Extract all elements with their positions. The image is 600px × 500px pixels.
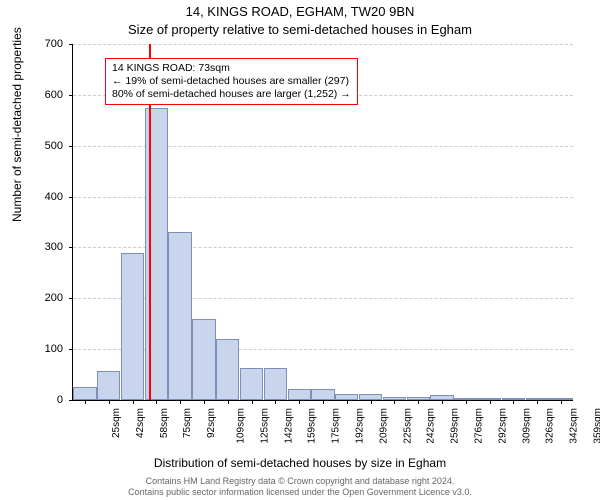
ytick-label: 200: [33, 292, 63, 304]
ytick-label: 100: [33, 343, 63, 355]
xtick-label: 75sqm: [182, 408, 193, 438]
annot-line3: 80% of semi-detached houses are larger (…: [112, 88, 351, 101]
xtick-mark: [323, 400, 324, 404]
histogram-bar: [240, 368, 263, 400]
xtick-label: 292sqm: [497, 408, 508, 444]
histogram-bar: [73, 387, 96, 400]
xtick-mark: [299, 400, 300, 404]
xtick-label: 259sqm: [450, 408, 461, 444]
annot-line2: ← 19% of semi-detached houses are smalle…: [112, 75, 351, 88]
xtick-mark: [156, 400, 157, 404]
xtick-label: 242sqm: [426, 408, 437, 444]
xtick-label: 58sqm: [159, 408, 170, 438]
xtick-label: 342sqm: [569, 408, 580, 444]
xtick-mark: [490, 400, 491, 404]
ytick-mark: [69, 247, 73, 248]
xtick-mark: [252, 400, 253, 404]
ytick-label: 700: [33, 38, 63, 50]
xtick-mark: [418, 400, 419, 404]
xtick-mark: [371, 400, 372, 404]
xtick-mark: [537, 400, 538, 404]
xtick-label: 225sqm: [402, 408, 413, 444]
xtick-label: 209sqm: [378, 408, 389, 444]
xtick-mark: [109, 400, 110, 404]
ytick-mark: [69, 44, 73, 45]
xtick-label: 125sqm: [259, 408, 270, 444]
ytick-label: 0: [33, 394, 63, 406]
ytick-mark: [69, 298, 73, 299]
x-axis-label: Distribution of semi-detached houses by …: [0, 456, 600, 470]
xtick-label: 109sqm: [236, 408, 247, 444]
xtick-mark: [204, 400, 205, 404]
xtick-label: 192sqm: [355, 408, 366, 444]
ytick-mark: [69, 197, 73, 198]
xtick-mark: [394, 400, 395, 404]
xtick-label: 175sqm: [331, 408, 342, 444]
xtick-mark: [347, 400, 348, 404]
xtick-label: 359sqm: [593, 408, 600, 444]
histogram-bar: [121, 253, 144, 400]
annotation-box: 14 KINGS ROAD: 73sqm← 19% of semi-detach…: [105, 58, 358, 105]
xtick-label: 92sqm: [206, 408, 217, 438]
xtick-mark: [561, 400, 562, 404]
histogram-bar: [216, 339, 239, 400]
xtick-label: 309sqm: [521, 408, 532, 444]
ytick-label: 300: [33, 241, 63, 253]
xtick-label: 142sqm: [283, 408, 294, 444]
xtick-mark: [133, 400, 134, 404]
xtick-mark: [228, 400, 229, 404]
xtick-mark: [180, 400, 181, 404]
ytick-label: 600: [33, 89, 63, 101]
histogram-bar: [311, 389, 334, 400]
ytick-label: 500: [33, 140, 63, 152]
ytick-mark: [69, 95, 73, 96]
histogram-plot: 010020030040050060070025sqm42sqm58sqm75s…: [72, 44, 573, 401]
footer-line2: Contains public sector information licen…: [0, 487, 600, 498]
xtick-mark: [85, 400, 86, 404]
histogram-bar: [264, 368, 287, 400]
xtick-mark: [275, 400, 276, 404]
histogram-bar: [168, 232, 191, 400]
ytick-mark: [69, 349, 73, 350]
histogram-bar: [97, 371, 120, 400]
y-axis-label: Number of semi-detached properties: [10, 27, 24, 222]
xtick-label: 276sqm: [474, 408, 485, 444]
chart-title: Size of property relative to semi-detach…: [0, 22, 600, 37]
histogram-bar: [192, 319, 215, 400]
footer-line1: Contains HM Land Registry data © Crown c…: [0, 476, 600, 487]
xtick-label: 326sqm: [545, 408, 556, 444]
xtick-label: 25sqm: [111, 408, 122, 438]
footer-credits: Contains HM Land Registry data © Crown c…: [0, 476, 600, 498]
annot-line1: 14 KINGS ROAD: 73sqm: [112, 62, 351, 75]
xtick-mark: [466, 400, 467, 404]
supertitle: 14, KINGS ROAD, EGHAM, TW20 9BN: [0, 4, 600, 19]
xtick-label: 159sqm: [307, 408, 318, 444]
xtick-label: 42sqm: [135, 408, 146, 438]
gridline: [73, 44, 573, 45]
ytick-label: 400: [33, 191, 63, 203]
ytick-mark: [69, 400, 73, 401]
xtick-mark: [442, 400, 443, 404]
ytick-mark: [69, 146, 73, 147]
xtick-mark: [513, 400, 514, 404]
histogram-bar: [288, 389, 311, 400]
